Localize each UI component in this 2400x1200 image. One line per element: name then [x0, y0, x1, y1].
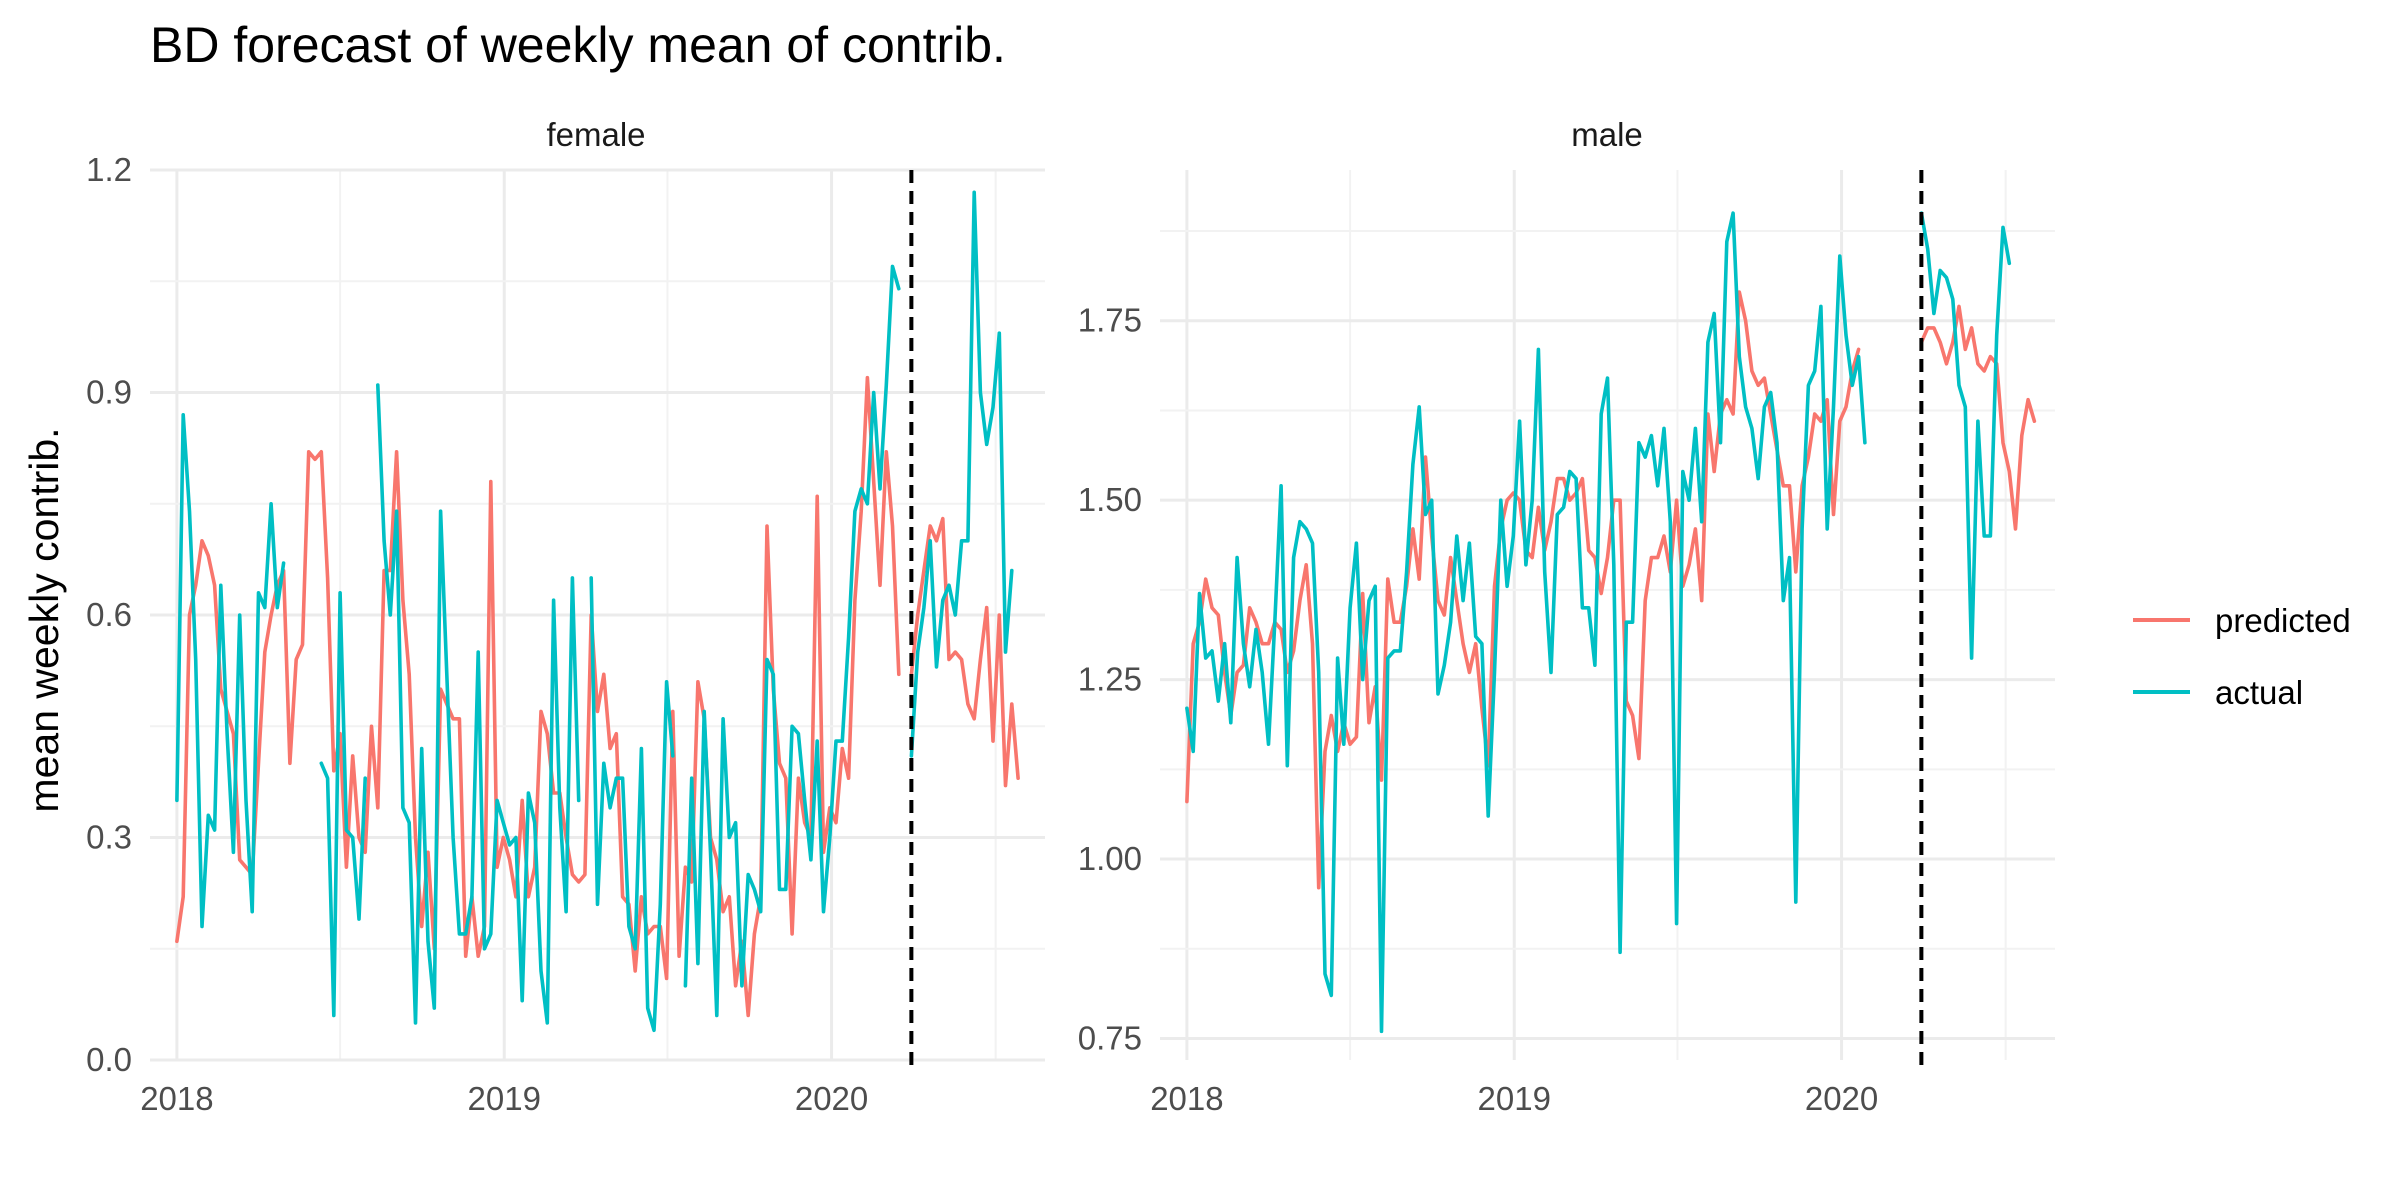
x-tick-label: 2019 [468, 1080, 541, 1117]
y-tick-label: 0.0 [86, 1041, 132, 1078]
series-line-actual [375, 383, 581, 1025]
x-tick-label: 2019 [1478, 1080, 1551, 1117]
series-line-actual [1919, 211, 2012, 660]
y-tick-label: 0.3 [86, 819, 132, 856]
x-tick-label: 2020 [795, 1080, 868, 1117]
y-tick-label: 1.2 [86, 151, 132, 188]
y-tick-label: 1.00 [1078, 840, 1142, 877]
x-tick-label: 2018 [1150, 1080, 1223, 1117]
chart-title: BD forecast of weekly mean of contrib. [150, 17, 1006, 73]
series-line-predicted [909, 516, 1020, 788]
series-line-actual [319, 590, 368, 1018]
series-line-actual [1185, 211, 1867, 1034]
x-tick-label: 2018 [140, 1080, 213, 1117]
series-line-actual [909, 190, 1014, 758]
series-line-predicted [175, 375, 901, 1018]
facet-panel-male: male 0.75 1.00 1.25 1.50 1.75 2018 2019 2020 [1078, 116, 2055, 1117]
x-tick-label: 2020 [1805, 1080, 1878, 1117]
legend: predicted actual [2133, 602, 2351, 711]
series-line-predicted [1919, 304, 2037, 531]
y-tick-label: 1.50 [1078, 481, 1142, 518]
facet-panel-female: female 0.0 0.3 0.6 0.9 1.2 2018 2019 2020 [86, 116, 1045, 1117]
y-tick-label: 1.25 [1078, 661, 1142, 698]
y-axis-title: mean weekly contrib. [21, 427, 67, 812]
legend-label-actual: actual [2215, 674, 2303, 711]
series-line-actual [683, 264, 901, 1018]
y-tick-label: 1.75 [1078, 302, 1142, 339]
facet-strip-label: male [1571, 116, 1643, 153]
y-tick-label: 0.6 [86, 596, 132, 633]
y-tick-label: 0.9 [86, 374, 132, 411]
y-tick-label: 0.75 [1078, 1019, 1142, 1056]
series-line-actual [175, 412, 286, 929]
facet-strip-label: female [546, 116, 645, 153]
legend-label-predicted: predicted [2215, 602, 2351, 639]
series-line-actual [589, 576, 675, 1033]
